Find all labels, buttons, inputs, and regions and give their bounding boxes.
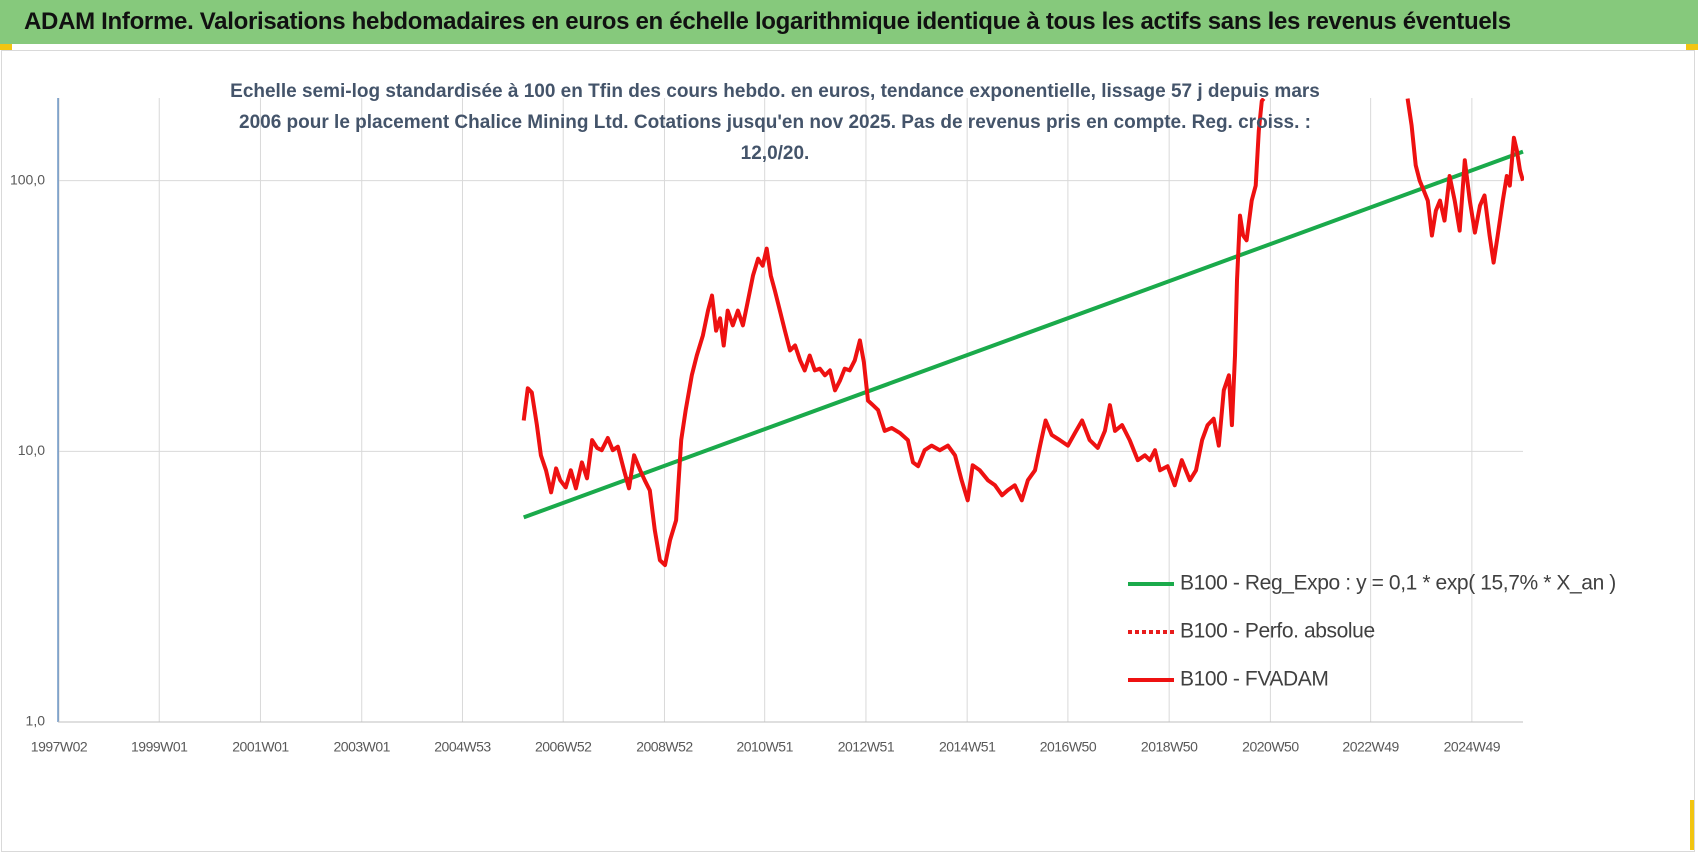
x-tick-label: 2018W50: [1141, 739, 1198, 755]
y-tick-label: 10,0: [18, 442, 45, 458]
corner-mark: [1686, 44, 1698, 50]
x-tick-label: 2003W01: [334, 739, 391, 755]
x-tick-label: 2024W49: [1444, 739, 1501, 755]
x-tick-label: 1997W02: [31, 739, 88, 755]
x-tick-label: 1999W01: [131, 739, 188, 755]
chart-frame: [1, 50, 1695, 852]
x-tick-label: 2006W52: [535, 739, 592, 755]
corner-mark: [0, 44, 12, 50]
x-tick-label: 2014W51: [939, 739, 996, 755]
legend-label: B100 - FVADAM: [1180, 668, 1328, 691]
x-tick-label: 2008W52: [636, 739, 693, 755]
plot-area: [521, 98, 1524, 568]
x-tick-label: 2001W01: [232, 739, 289, 755]
data-line: [521, 98, 1524, 568]
header-bar: ADAM Informe. Valorisations hebdomadaire…: [0, 0, 1698, 44]
x-tick-label: 2012W51: [838, 739, 895, 755]
y-tick-label: 100,0: [10, 171, 45, 187]
x-tick-label: 2022W49: [1342, 739, 1399, 755]
chart-subtitle: Echelle semi-log standardisée à 100 en T…: [230, 81, 1320, 164]
x-tick-label: 2004W53: [434, 739, 491, 755]
data-line: [523, 149, 1524, 520]
legend-label: B100 - Perfo. absolue: [1180, 620, 1375, 643]
corner-mark: [1690, 800, 1694, 850]
x-tick-label: 2010W51: [736, 739, 793, 755]
x-tick-label: 2016W50: [1040, 739, 1097, 755]
page-title: ADAM Informe. Valorisations hebdomadaire…: [24, 8, 1511, 35]
y-tick-label: 1,0: [26, 713, 46, 729]
x-tick-label: 2020W50: [1242, 739, 1299, 755]
legend-label: B100 - Reg_Expo : y = 0,1 * exp( 15,7% *…: [1180, 572, 1616, 595]
